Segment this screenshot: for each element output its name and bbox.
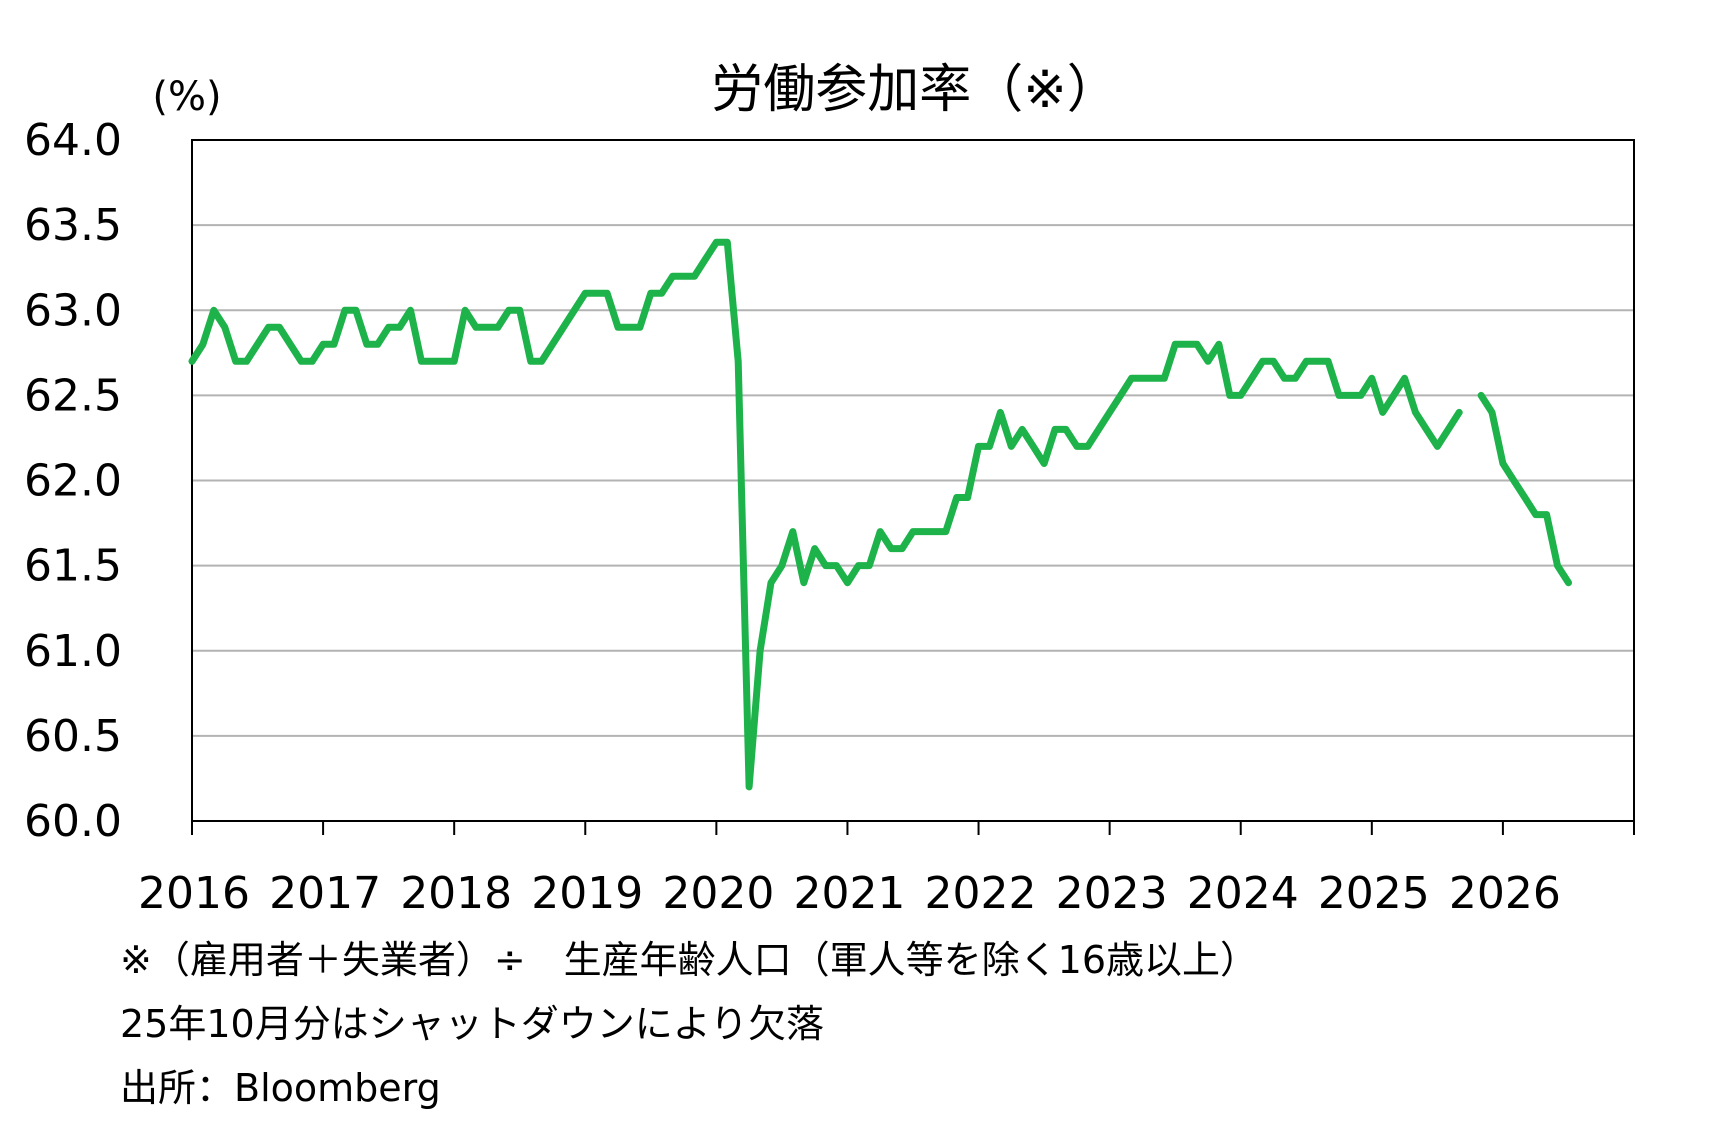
x-tick-label: 2018	[400, 868, 512, 919]
y-tick-label: 60.5	[24, 711, 122, 762]
y-tick-label: 63.5	[24, 200, 122, 251]
y-tick-label: 64.0	[24, 115, 122, 166]
y-tick-label: 63.0	[24, 285, 122, 336]
series-layer	[188, 238, 1572, 791]
series-line	[188, 238, 1463, 791]
x-tick-label: 2020	[662, 868, 774, 919]
chart-notes: ※（雇用者＋失業者）÷ 生産年齢人口（軍人等を除く16歳以上） 25年10月分は…	[120, 928, 1258, 1120]
y-tick-label: 60.0	[24, 796, 122, 847]
axes: 60.0 60.5 61.0 61.5 62.0 62.5 63.0 63.5 64.0 2016…	[24, 115, 1635, 919]
y-tick-label: 62.0	[24, 456, 122, 507]
y-axis-unit-label: (%)	[152, 74, 221, 120]
y-tick-label: 61.0	[24, 626, 122, 677]
series-line	[1477, 391, 1572, 587]
x-tick-label: 2026	[1449, 868, 1561, 919]
plot-frame	[191, 139, 1635, 822]
y-tick-label: 62.5	[24, 370, 122, 421]
chart-title: 労働参加率（※）	[711, 60, 1119, 120]
note-source: 出所：Bloomberg	[120, 1066, 441, 1110]
x-tick-label: 2022	[925, 868, 1037, 919]
note-definition: ※（雇用者＋失業者）÷ 生産年齢人口（軍人等を除く16歳以上）	[120, 938, 1259, 982]
x-tick-label: 2016	[138, 868, 250, 919]
note-missing-data: 25年10月分はシャットダウンにより欠落	[120, 1002, 824, 1046]
x-tick-label: 2025	[1318, 868, 1430, 919]
x-tick-label: 2021	[793, 868, 905, 919]
gridlines	[192, 224, 1634, 737]
x-tick-label: 2017	[269, 868, 381, 919]
x-tick-label: 2023	[1056, 868, 1168, 919]
x-tick-label: 2019	[531, 868, 643, 919]
x-tick-label: 2024	[1187, 868, 1299, 919]
y-tick-label: 61.5	[24, 541, 122, 592]
